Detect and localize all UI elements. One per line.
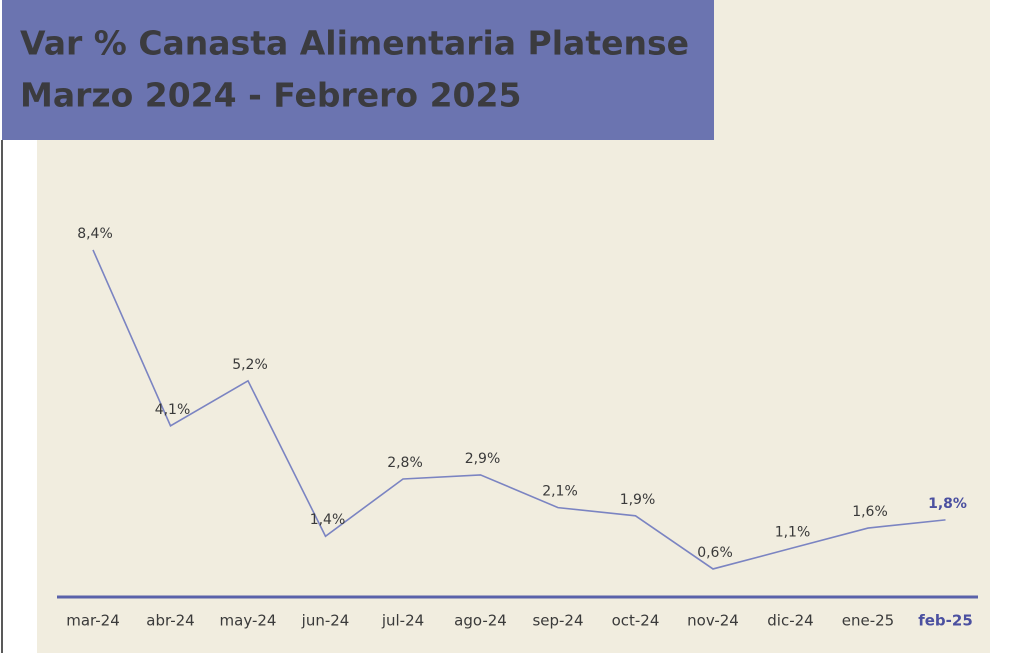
chart-title: Var % Canasta Alimentaria Platense — [20, 24, 689, 63]
value-label: 4,1% — [155, 402, 191, 418]
chart-subtitle: Marzo 2024 - Febrero 2025 — [20, 76, 521, 115]
x-tick-label: feb-25 — [918, 612, 973, 630]
x-tick-label: mar-24 — [66, 612, 120, 630]
x-tick-label: ago-24 — [454, 612, 507, 630]
value-label: 1,6% — [852, 504, 888, 520]
value-label: 2,8% — [387, 455, 423, 471]
value-label: 1,4% — [310, 512, 346, 528]
value-label: 1,9% — [620, 492, 656, 508]
x-tick-label: oct-24 — [612, 612, 660, 630]
line — [92, 249, 946, 570]
value-label: 2,1% — [542, 484, 578, 500]
title-box — [2, 0, 714, 140]
x-tick-label: abr-24 — [146, 612, 194, 630]
value-label: 1,1% — [775, 525, 811, 541]
value-label: 8,4% — [77, 226, 113, 242]
x-tick-label: may-24 — [220, 612, 277, 630]
value-label: 0,6% — [697, 545, 733, 561]
value-label: 5,2% — [232, 357, 268, 373]
x-tick-label: sep-24 — [532, 612, 583, 630]
value-label: 1,8% — [928, 496, 967, 512]
x-tick-label: jun-24 — [301, 612, 350, 630]
value-label: 2,9% — [465, 451, 501, 467]
x-tick-label: dic-24 — [767, 612, 813, 630]
x-tick-label: ene-25 — [842, 612, 894, 630]
x-tick-label: nov-24 — [687, 612, 739, 630]
x-tick-label: jul-24 — [381, 612, 424, 630]
